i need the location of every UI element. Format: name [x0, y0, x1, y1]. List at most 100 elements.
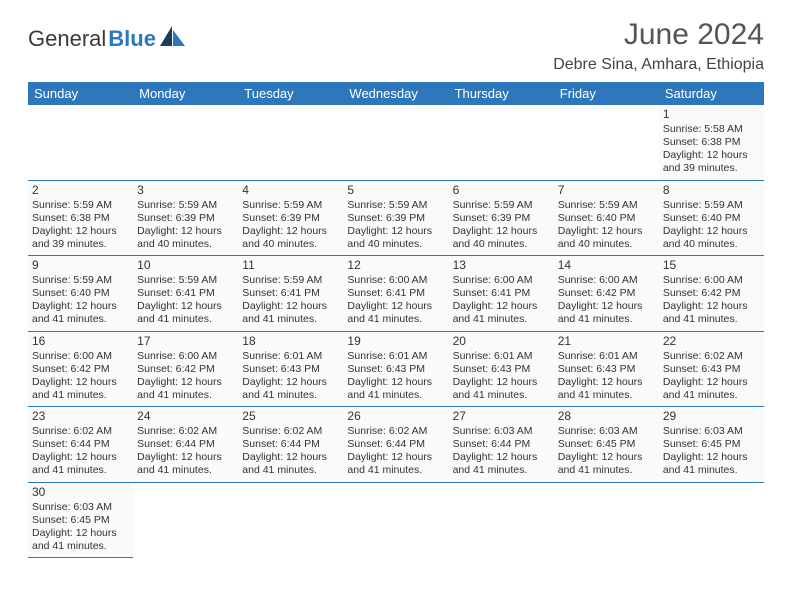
sunset-text: Sunset: 6:43 PM [347, 363, 444, 376]
day-number: 26 [347, 409, 444, 424]
calendar-day-cell: 4Sunrise: 5:59 AMSunset: 6:39 PMDaylight… [238, 180, 343, 256]
sunset-text: Sunset: 6:41 PM [242, 287, 339, 300]
sunset-text: Sunset: 6:45 PM [663, 438, 760, 451]
sunrise-text: Sunrise: 5:59 AM [137, 199, 234, 212]
calendar-day-cell: 18Sunrise: 6:01 AMSunset: 6:43 PMDayligh… [238, 331, 343, 407]
calendar-day-cell: 7Sunrise: 5:59 AMSunset: 6:40 PMDaylight… [554, 180, 659, 256]
daylight-text: Daylight: 12 hours and 41 minutes. [137, 451, 234, 477]
daylight-text: Daylight: 12 hours and 41 minutes. [32, 300, 129, 326]
sunset-text: Sunset: 6:41 PM [453, 287, 550, 300]
sunset-text: Sunset: 6:43 PM [663, 363, 760, 376]
calendar-day-cell: 28Sunrise: 6:03 AMSunset: 6:45 PMDayligh… [554, 407, 659, 483]
daylight-text: Daylight: 12 hours and 41 minutes. [32, 376, 129, 402]
day-number: 6 [453, 183, 550, 198]
calendar-day-cell: 29Sunrise: 6:03 AMSunset: 6:45 PMDayligh… [659, 407, 764, 483]
sunrise-text: Sunrise: 6:00 AM [558, 274, 655, 287]
sunset-text: Sunset: 6:39 PM [453, 212, 550, 225]
calendar-day-cell: 17Sunrise: 6:00 AMSunset: 6:42 PMDayligh… [133, 331, 238, 407]
day-number: 16 [32, 334, 129, 349]
day-number: 22 [663, 334, 760, 349]
sunrise-text: Sunrise: 6:00 AM [137, 350, 234, 363]
sunset-text: Sunset: 6:44 PM [242, 438, 339, 451]
weekday-header: Monday [133, 82, 238, 105]
calendar-row: 1Sunrise: 5:58 AMSunset: 6:38 PMDaylight… [28, 105, 764, 180]
title-block: June 2024 Debre Sina, Amhara, Ethiopia [553, 18, 764, 74]
sunrise-text: Sunrise: 6:03 AM [453, 425, 550, 438]
sunset-text: Sunset: 6:39 PM [242, 212, 339, 225]
sunset-text: Sunset: 6:38 PM [663, 136, 760, 149]
calendar-day-cell: 27Sunrise: 6:03 AMSunset: 6:44 PMDayligh… [449, 407, 554, 483]
calendar-empty-cell [554, 105, 659, 180]
daylight-text: Daylight: 12 hours and 41 minutes. [453, 300, 550, 326]
daylight-text: Daylight: 12 hours and 40 minutes. [242, 225, 339, 251]
calendar-day-cell: 25Sunrise: 6:02 AMSunset: 6:44 PMDayligh… [238, 407, 343, 483]
calendar-day-cell: 21Sunrise: 6:01 AMSunset: 6:43 PMDayligh… [554, 331, 659, 407]
weekday-header: Saturday [659, 82, 764, 105]
sunset-text: Sunset: 6:41 PM [137, 287, 234, 300]
weekday-header-row: SundayMondayTuesdayWednesdayThursdayFrid… [28, 82, 764, 105]
sunrise-text: Sunrise: 5:59 AM [137, 274, 234, 287]
sunset-text: Sunset: 6:41 PM [347, 287, 444, 300]
calendar-day-cell: 16Sunrise: 6:00 AMSunset: 6:42 PMDayligh… [28, 331, 133, 407]
calendar-empty-cell [449, 482, 554, 558]
daylight-text: Daylight: 12 hours and 41 minutes. [663, 376, 760, 402]
day-number: 7 [558, 183, 655, 198]
day-number: 28 [558, 409, 655, 424]
daylight-text: Daylight: 12 hours and 41 minutes. [347, 376, 444, 402]
day-number: 8 [663, 183, 760, 198]
calendar-day-cell: 6Sunrise: 5:59 AMSunset: 6:39 PMDaylight… [449, 180, 554, 256]
sunset-text: Sunset: 6:40 PM [32, 287, 129, 300]
sunset-text: Sunset: 6:43 PM [558, 363, 655, 376]
weekday-header: Tuesday [238, 82, 343, 105]
calendar-day-cell: 22Sunrise: 6:02 AMSunset: 6:43 PMDayligh… [659, 331, 764, 407]
sunrise-text: Sunrise: 6:00 AM [453, 274, 550, 287]
calendar-day-cell: 8Sunrise: 5:59 AMSunset: 6:40 PMDaylight… [659, 180, 764, 256]
sunrise-text: Sunrise: 6:00 AM [663, 274, 760, 287]
calendar-row: 16Sunrise: 6:00 AMSunset: 6:42 PMDayligh… [28, 331, 764, 407]
sunrise-text: Sunrise: 6:01 AM [242, 350, 339, 363]
day-number: 27 [453, 409, 550, 424]
sunrise-text: Sunrise: 6:02 AM [347, 425, 444, 438]
day-number: 29 [663, 409, 760, 424]
calendar-day-cell: 24Sunrise: 6:02 AMSunset: 6:44 PMDayligh… [133, 407, 238, 483]
calendar-day-cell: 12Sunrise: 6:00 AMSunset: 6:41 PMDayligh… [343, 256, 448, 332]
day-number: 4 [242, 183, 339, 198]
sunset-text: Sunset: 6:45 PM [558, 438, 655, 451]
day-number: 24 [137, 409, 234, 424]
calendar-row: 2Sunrise: 5:59 AMSunset: 6:38 PMDaylight… [28, 180, 764, 256]
calendar-empty-cell [238, 482, 343, 558]
daylight-text: Daylight: 12 hours and 41 minutes. [663, 451, 760, 477]
month-title: June 2024 [553, 18, 764, 52]
sunset-text: Sunset: 6:42 PM [137, 363, 234, 376]
day-number: 2 [32, 183, 129, 198]
daylight-text: Daylight: 12 hours and 41 minutes. [453, 451, 550, 477]
day-number: 1 [663, 107, 760, 122]
sunset-text: Sunset: 6:43 PM [242, 363, 339, 376]
calendar-day-cell: 11Sunrise: 5:59 AMSunset: 6:41 PMDayligh… [238, 256, 343, 332]
sail-icon [160, 26, 186, 46]
daylight-text: Daylight: 12 hours and 41 minutes. [558, 300, 655, 326]
sunset-text: Sunset: 6:39 PM [347, 212, 444, 225]
sunrise-text: Sunrise: 6:02 AM [32, 425, 129, 438]
calendar-table: SundayMondayTuesdayWednesdayThursdayFrid… [28, 82, 764, 558]
sunrise-text: Sunrise: 6:01 AM [453, 350, 550, 363]
daylight-text: Daylight: 12 hours and 40 minutes. [347, 225, 444, 251]
sunrise-text: Sunrise: 6:01 AM [558, 350, 655, 363]
day-number: 15 [663, 258, 760, 273]
sunrise-text: Sunrise: 6:03 AM [663, 425, 760, 438]
calendar-row: 23Sunrise: 6:02 AMSunset: 6:44 PMDayligh… [28, 407, 764, 483]
weekday-header: Friday [554, 82, 659, 105]
location: Debre Sina, Amhara, Ethiopia [553, 56, 764, 74]
sunset-text: Sunset: 6:42 PM [32, 363, 129, 376]
daylight-text: Daylight: 12 hours and 41 minutes. [242, 451, 339, 477]
sunrise-text: Sunrise: 5:59 AM [558, 199, 655, 212]
sunset-text: Sunset: 6:45 PM [32, 514, 129, 527]
sunset-text: Sunset: 6:44 PM [32, 438, 129, 451]
sunrise-text: Sunrise: 6:02 AM [137, 425, 234, 438]
daylight-text: Daylight: 12 hours and 41 minutes. [137, 376, 234, 402]
daylight-text: Daylight: 12 hours and 39 minutes. [32, 225, 129, 251]
weekday-header: Sunday [28, 82, 133, 105]
sunrise-text: Sunrise: 5:58 AM [663, 123, 760, 136]
day-number: 19 [347, 334, 444, 349]
weekday-header: Wednesday [343, 82, 448, 105]
